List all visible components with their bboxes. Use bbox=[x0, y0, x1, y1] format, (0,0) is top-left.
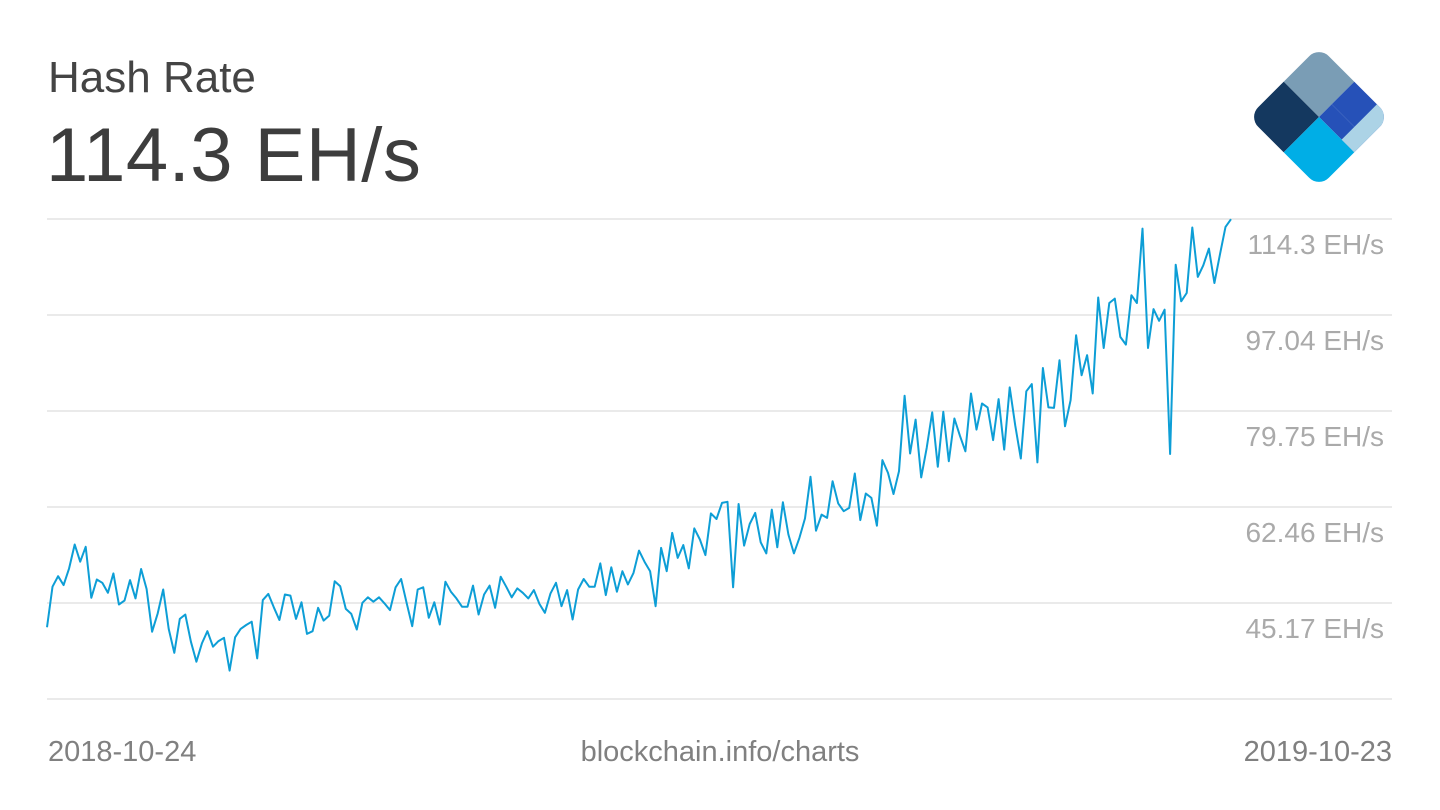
source-link[interactable]: blockchain.info/charts bbox=[580, 736, 860, 768]
blockchain-logo-icon bbox=[1248, 46, 1390, 188]
y-tick-label: 45.17 EH/s bbox=[1245, 613, 1384, 644]
y-tick-label: 79.75 EH/s bbox=[1245, 421, 1384, 452]
hash-rate-line bbox=[46, 218, 1232, 672]
current-value: 114.3 EH/s bbox=[46, 113, 422, 198]
y-tick-label: 62.46 EH/s bbox=[1245, 517, 1384, 548]
chart-title: Hash Rate bbox=[48, 53, 256, 102]
x-axis-end-date: 2019-10-23 bbox=[1243, 736, 1392, 768]
y-tick-label: 97.04 EH/s bbox=[1245, 325, 1384, 356]
y-tick-label: 114.3 EH/s bbox=[1248, 229, 1384, 260]
x-axis-start-date: 2018-10-24 bbox=[48, 736, 197, 768]
